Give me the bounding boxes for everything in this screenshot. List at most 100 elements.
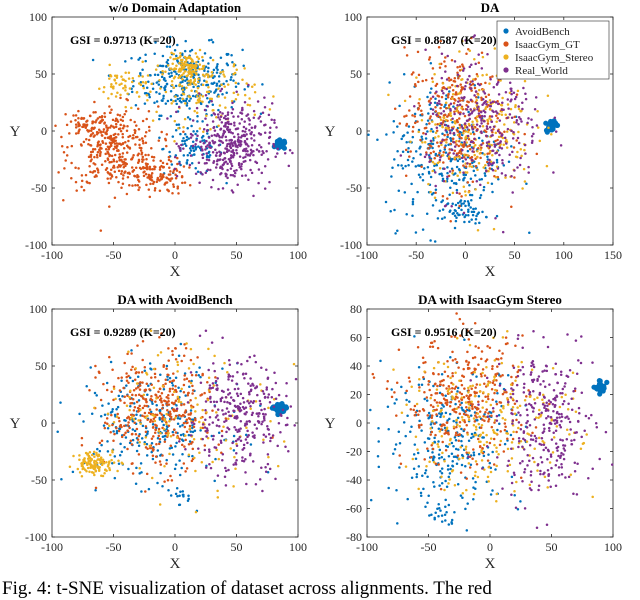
data-point xyxy=(201,95,205,98)
data-point xyxy=(116,165,119,169)
data-point xyxy=(492,227,496,231)
data-point xyxy=(469,177,473,180)
data-point xyxy=(431,447,435,451)
data-point xyxy=(474,345,477,348)
data-point xyxy=(250,126,254,129)
data-point xyxy=(144,130,148,134)
data-point xyxy=(221,409,224,412)
data-point xyxy=(113,476,117,480)
data-point xyxy=(162,388,166,391)
data-point xyxy=(408,380,412,383)
data-point xyxy=(533,107,537,111)
data-point xyxy=(91,466,95,469)
data-point xyxy=(163,435,166,438)
data-point xyxy=(263,106,267,109)
data-point xyxy=(195,71,198,75)
data-point xyxy=(510,92,513,96)
data-point xyxy=(453,112,456,116)
data-point xyxy=(204,429,208,433)
data-point xyxy=(105,166,109,170)
data-point xyxy=(232,398,235,402)
data-point xyxy=(172,183,175,186)
data-point xyxy=(478,445,482,448)
data-point xyxy=(190,421,194,424)
data-point xyxy=(490,388,494,391)
data-point xyxy=(441,86,444,90)
data-point xyxy=(503,428,507,432)
data-point xyxy=(460,392,464,396)
data-point xyxy=(144,172,148,176)
data-point xyxy=(487,397,490,401)
data-point xyxy=(406,497,409,501)
data-point xyxy=(167,393,170,397)
data-point xyxy=(444,411,448,415)
data-point xyxy=(397,189,401,193)
data-point xyxy=(503,136,507,140)
data-point xyxy=(145,472,149,476)
data-point xyxy=(124,419,127,422)
data-point xyxy=(433,436,436,440)
data-point xyxy=(274,381,278,385)
data-point xyxy=(427,379,431,383)
data-point xyxy=(158,168,162,171)
data-point xyxy=(404,434,407,438)
data-point xyxy=(491,489,494,492)
data-point xyxy=(451,386,454,390)
data-point xyxy=(414,231,418,234)
data-point xyxy=(140,151,144,155)
data-point xyxy=(412,408,415,412)
data-point xyxy=(426,95,429,99)
data-point xyxy=(470,89,473,92)
data-point xyxy=(224,484,228,487)
data-point xyxy=(428,416,431,419)
data-point xyxy=(178,459,181,462)
data-point xyxy=(413,83,417,86)
data-point xyxy=(168,380,172,384)
data-point xyxy=(408,400,411,403)
data-point xyxy=(124,431,127,434)
data-point xyxy=(84,126,88,129)
data-point xyxy=(460,463,464,467)
data-point xyxy=(447,503,451,507)
data-point xyxy=(465,171,469,174)
data-point xyxy=(501,230,505,234)
data-point xyxy=(70,161,73,165)
data-point xyxy=(145,373,149,376)
data-point xyxy=(506,116,509,119)
data-point xyxy=(116,144,119,147)
y-tick-label: 100 xyxy=(344,10,362,24)
data-point xyxy=(286,416,289,420)
data-point xyxy=(242,64,245,67)
data-point xyxy=(172,390,176,394)
data-point xyxy=(519,500,522,503)
data-point xyxy=(493,421,496,424)
data-point xyxy=(217,144,221,147)
data-point xyxy=(481,74,484,77)
data-point xyxy=(184,79,187,82)
data-point xyxy=(174,177,178,180)
data-point xyxy=(201,426,205,430)
data-point xyxy=(481,368,485,371)
data-point xyxy=(426,449,430,453)
data-point xyxy=(523,132,526,136)
data-point xyxy=(429,239,432,242)
data-point xyxy=(435,90,438,94)
data-point xyxy=(480,374,483,378)
data-point xyxy=(451,464,454,467)
data-point xyxy=(225,407,229,410)
data-point xyxy=(159,471,162,475)
data-point xyxy=(206,132,209,135)
data-point xyxy=(193,109,196,113)
data-point xyxy=(440,514,444,517)
x-tick-label: -100 xyxy=(356,248,378,262)
data-point xyxy=(538,139,542,143)
data-point xyxy=(432,372,435,376)
data-point xyxy=(472,453,476,457)
data-point xyxy=(245,420,249,423)
data-point xyxy=(243,88,246,91)
data-point xyxy=(519,476,523,479)
data-point xyxy=(517,105,520,108)
data-point xyxy=(454,99,457,102)
data-point xyxy=(263,96,266,99)
data-point xyxy=(405,114,408,118)
